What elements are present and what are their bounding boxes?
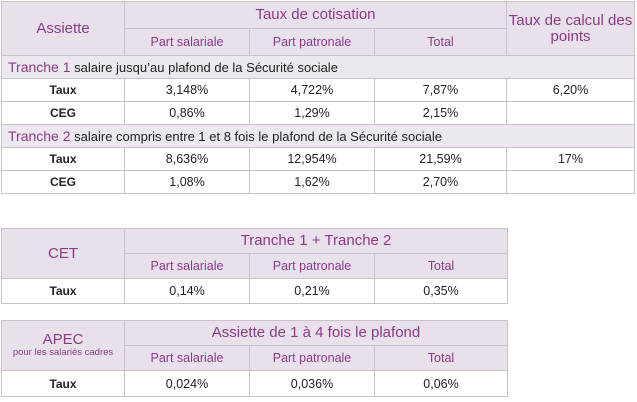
col-part-patronale: Part patronale (249, 253, 375, 279)
col-part-salariale: Part salariale (124, 345, 250, 371)
table-row: Taux 8,636% 12,954% 21,59% 17% (1, 147, 635, 171)
cell-salariale: 0,14% (124, 278, 250, 304)
table-row: Taux 3,148% 4,722% 7,87% 6,20% (1, 78, 635, 102)
cell-total: 7,87% (374, 78, 507, 102)
cell-total: 0,06% (374, 370, 508, 397)
row-label: CEG (1, 101, 125, 125)
cell-patronale: 4,722% (249, 78, 375, 102)
cell-salariale: 0,024% (124, 370, 250, 397)
col-total: Total (373, 253, 509, 279)
cell-total: 2,15% (374, 101, 507, 125)
cell-points (506, 170, 635, 194)
cell-patronale: 0,21% (249, 278, 375, 304)
row-label: Taux (1, 278, 125, 304)
row-label: Taux (1, 370, 125, 397)
apec-label-cell: APEC pour les salariés cadres (1, 320, 125, 371)
cotisation-header: Taux de cotisation (124, 1, 507, 29)
cell-patronale: 0,036% (249, 370, 375, 397)
cell-salariale: 0,86% (124, 101, 250, 125)
table-row: CEG 1,08% 1,62% 2,70% (1, 170, 635, 194)
apec-table: APEC pour les salariés cadres Assiette d… (1, 320, 508, 397)
row-label: Taux (1, 78, 125, 102)
col-part-salariale: Part salariale (124, 253, 250, 279)
tranche1-name: Tranche 1 (8, 58, 71, 75)
row-label: CEG (1, 170, 125, 194)
cell-points: 17% (506, 147, 635, 171)
row-label: Taux (1, 147, 125, 171)
col-part-patronale: Part patronale (249, 345, 375, 371)
cell-patronale: 1,62% (249, 170, 375, 194)
cotisation-table: Assiette Taux de cotisation Taux de calc… (1, 1, 635, 194)
assiette-header: Assiette (1, 1, 125, 56)
cell-total: 21,59% (374, 147, 507, 171)
tranche2-band: Tranche 2 salaire compris entre 1 et 8 f… (1, 124, 635, 148)
cell-salariale: 8,636% (124, 147, 250, 171)
table-row: CEG 0,86% 1,29% 2,15% (1, 101, 635, 125)
col-part-patronale: Part patronale (249, 28, 375, 56)
cet-table: CET Tranche 1 + Tranche 2 Part salariale… (1, 228, 509, 304)
col-total: Total (374, 28, 507, 56)
cet-label: CET (1, 228, 125, 279)
cell-salariale: 3,148% (124, 78, 250, 102)
cell-points: 6,20% (506, 78, 635, 102)
apec-note: pour les salariés cadres (12, 347, 114, 358)
points-header: Taux de calcul des points (506, 1, 635, 56)
table-row: Taux 0,024% 0,036% 0,06% (1, 370, 508, 397)
col-part-salariale: Part salariale (124, 28, 250, 56)
col-total: Total (374, 345, 508, 371)
cell-total: 0,35% (373, 278, 509, 304)
tranche1-band: Tranche 1 salaire jusqu’au plafond de la… (1, 55, 635, 79)
tranche1-desc: salaire jusqu’au plafond de la Sécurité … (74, 59, 338, 75)
cell-points (506, 101, 635, 125)
apec-title: Assiette de 1 à 4 fois le plafond (124, 320, 508, 346)
table-row: Taux 0,14% 0,21% 0,35% (1, 278, 509, 304)
apec-label: APEC (42, 331, 84, 348)
tranche2-name: Tranche 2 (8, 127, 71, 144)
cet-title: Tranche 1 + Tranche 2 (123, 228, 509, 254)
cell-salariale: 1,08% (124, 170, 250, 194)
tranche2-desc: salaire compris entre 1 et 8 fois le pla… (74, 128, 442, 144)
cell-total: 2,70% (374, 170, 507, 194)
cell-patronale: 1,29% (249, 101, 375, 125)
cell-patronale: 12,954% (249, 147, 375, 171)
